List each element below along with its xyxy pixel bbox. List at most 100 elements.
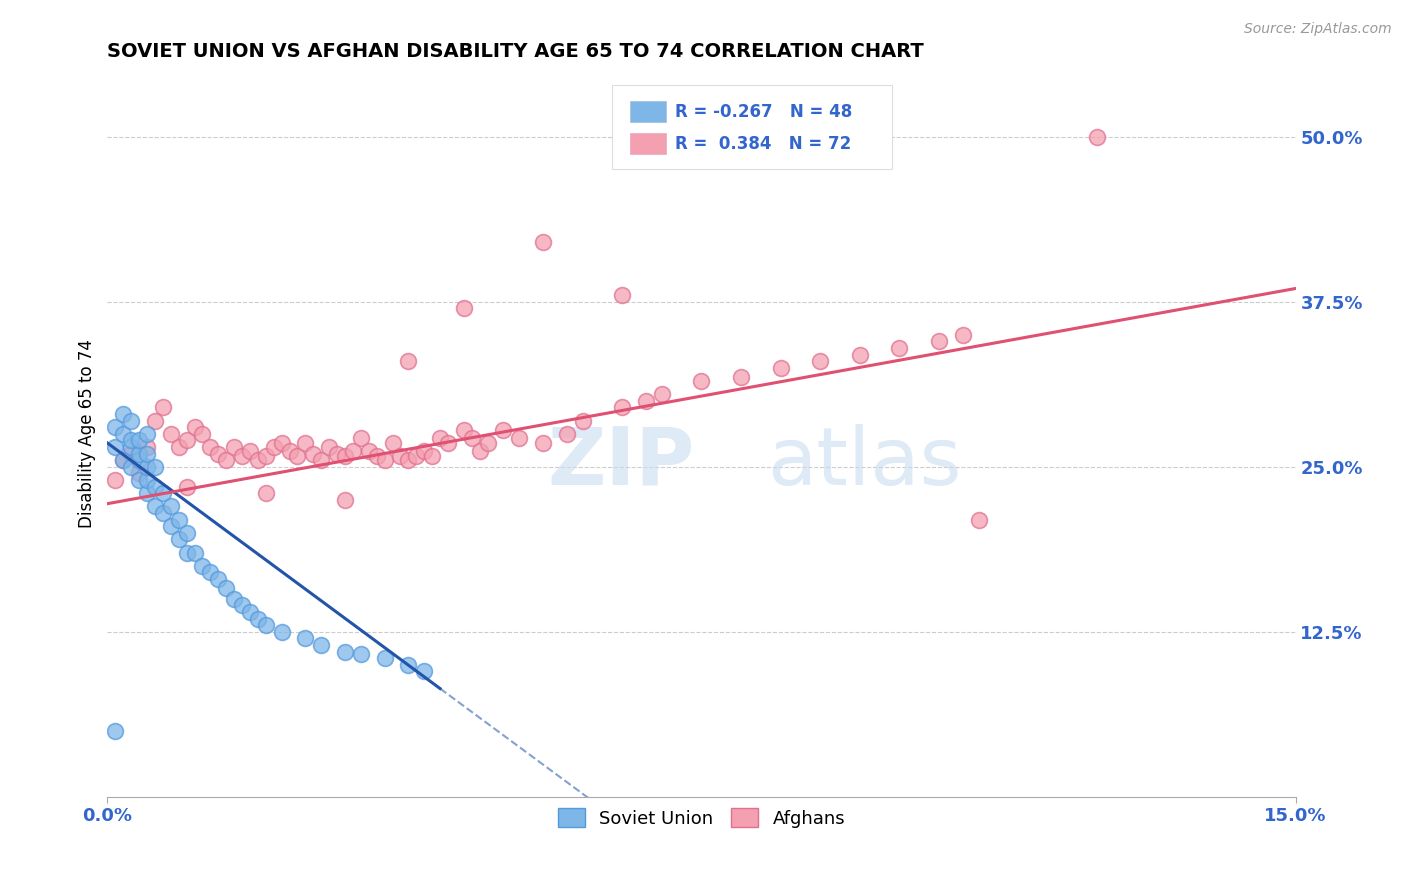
Point xyxy=(136,473,159,487)
Point xyxy=(396,657,419,672)
Point xyxy=(508,431,530,445)
Point xyxy=(420,449,443,463)
Point xyxy=(128,453,150,467)
Point xyxy=(531,235,554,250)
Point xyxy=(333,644,356,658)
Point xyxy=(270,436,292,450)
Point xyxy=(207,446,229,460)
Point xyxy=(128,446,150,460)
Point xyxy=(104,723,127,738)
Point xyxy=(396,453,419,467)
Point xyxy=(136,426,159,441)
Point xyxy=(112,453,135,467)
Point xyxy=(571,413,593,427)
Point xyxy=(136,486,159,500)
Point xyxy=(200,440,222,454)
Point xyxy=(270,624,292,639)
Point xyxy=(136,459,159,474)
Point xyxy=(531,436,554,450)
Point xyxy=(396,354,419,368)
Point xyxy=(612,401,634,415)
Point xyxy=(207,572,229,586)
Legend: Soviet Union, Afghans: Soviet Union, Afghans xyxy=(550,801,852,835)
Point xyxy=(952,327,974,342)
Point xyxy=(342,443,364,458)
Point xyxy=(555,426,578,441)
Point xyxy=(112,426,135,441)
Point xyxy=(104,420,127,434)
Point xyxy=(128,473,150,487)
Point xyxy=(413,665,436,679)
Point xyxy=(333,449,356,463)
Point xyxy=(333,492,356,507)
Point xyxy=(176,434,198,448)
Point xyxy=(453,423,475,437)
Point xyxy=(239,605,262,619)
Point xyxy=(769,360,792,375)
Point xyxy=(128,467,150,481)
Point xyxy=(453,301,475,316)
Point xyxy=(239,443,262,458)
Point xyxy=(309,638,332,652)
Text: R = -0.267   N = 48: R = -0.267 N = 48 xyxy=(675,103,852,120)
Point xyxy=(246,611,269,625)
Point xyxy=(120,440,142,454)
Point xyxy=(381,436,404,450)
Point xyxy=(159,500,181,514)
Point xyxy=(215,453,238,467)
Text: R =  0.384   N = 72: R = 0.384 N = 72 xyxy=(675,135,852,153)
Point xyxy=(246,453,269,467)
Point xyxy=(112,407,135,421)
Point xyxy=(889,341,911,355)
Point xyxy=(309,453,332,467)
Point xyxy=(120,413,142,427)
Point xyxy=(612,288,634,302)
Point xyxy=(287,449,309,463)
Point xyxy=(468,443,491,458)
Point xyxy=(167,440,190,454)
Point xyxy=(191,426,214,441)
Point xyxy=(477,436,499,450)
Point xyxy=(143,479,166,493)
Point xyxy=(152,506,174,520)
Point xyxy=(461,431,484,445)
Point xyxy=(437,436,460,450)
Point xyxy=(326,446,349,460)
Point xyxy=(366,449,388,463)
Point xyxy=(350,431,373,445)
Point xyxy=(104,473,127,487)
Point xyxy=(152,486,174,500)
Point xyxy=(183,420,205,434)
Point xyxy=(176,525,198,540)
Point xyxy=(350,647,373,661)
Point xyxy=(690,374,713,388)
Point xyxy=(492,423,515,437)
Point xyxy=(634,393,657,408)
Point xyxy=(167,512,190,526)
Point xyxy=(357,443,380,458)
Bar xyxy=(630,133,666,154)
Point xyxy=(254,486,277,500)
Point xyxy=(413,443,436,458)
Point xyxy=(136,440,159,454)
Point xyxy=(294,436,316,450)
Point xyxy=(143,413,166,427)
Point xyxy=(152,401,174,415)
Point xyxy=(224,440,246,454)
Point xyxy=(389,449,412,463)
Point xyxy=(167,533,190,547)
Point xyxy=(254,618,277,632)
Point xyxy=(104,440,127,454)
Point xyxy=(128,434,150,448)
Y-axis label: Disability Age 65 to 74: Disability Age 65 to 74 xyxy=(79,339,96,528)
Point xyxy=(191,558,214,573)
Text: SOVIET UNION VS AFGHAN DISABILITY AGE 65 TO 74 CORRELATION CHART: SOVIET UNION VS AFGHAN DISABILITY AGE 65… xyxy=(107,42,924,61)
Point xyxy=(374,651,396,665)
Point xyxy=(159,426,181,441)
Point xyxy=(120,446,142,460)
Point xyxy=(849,347,872,361)
Point xyxy=(231,449,253,463)
Point xyxy=(429,431,451,445)
Point xyxy=(176,479,198,493)
Text: atlas: atlas xyxy=(766,424,962,502)
